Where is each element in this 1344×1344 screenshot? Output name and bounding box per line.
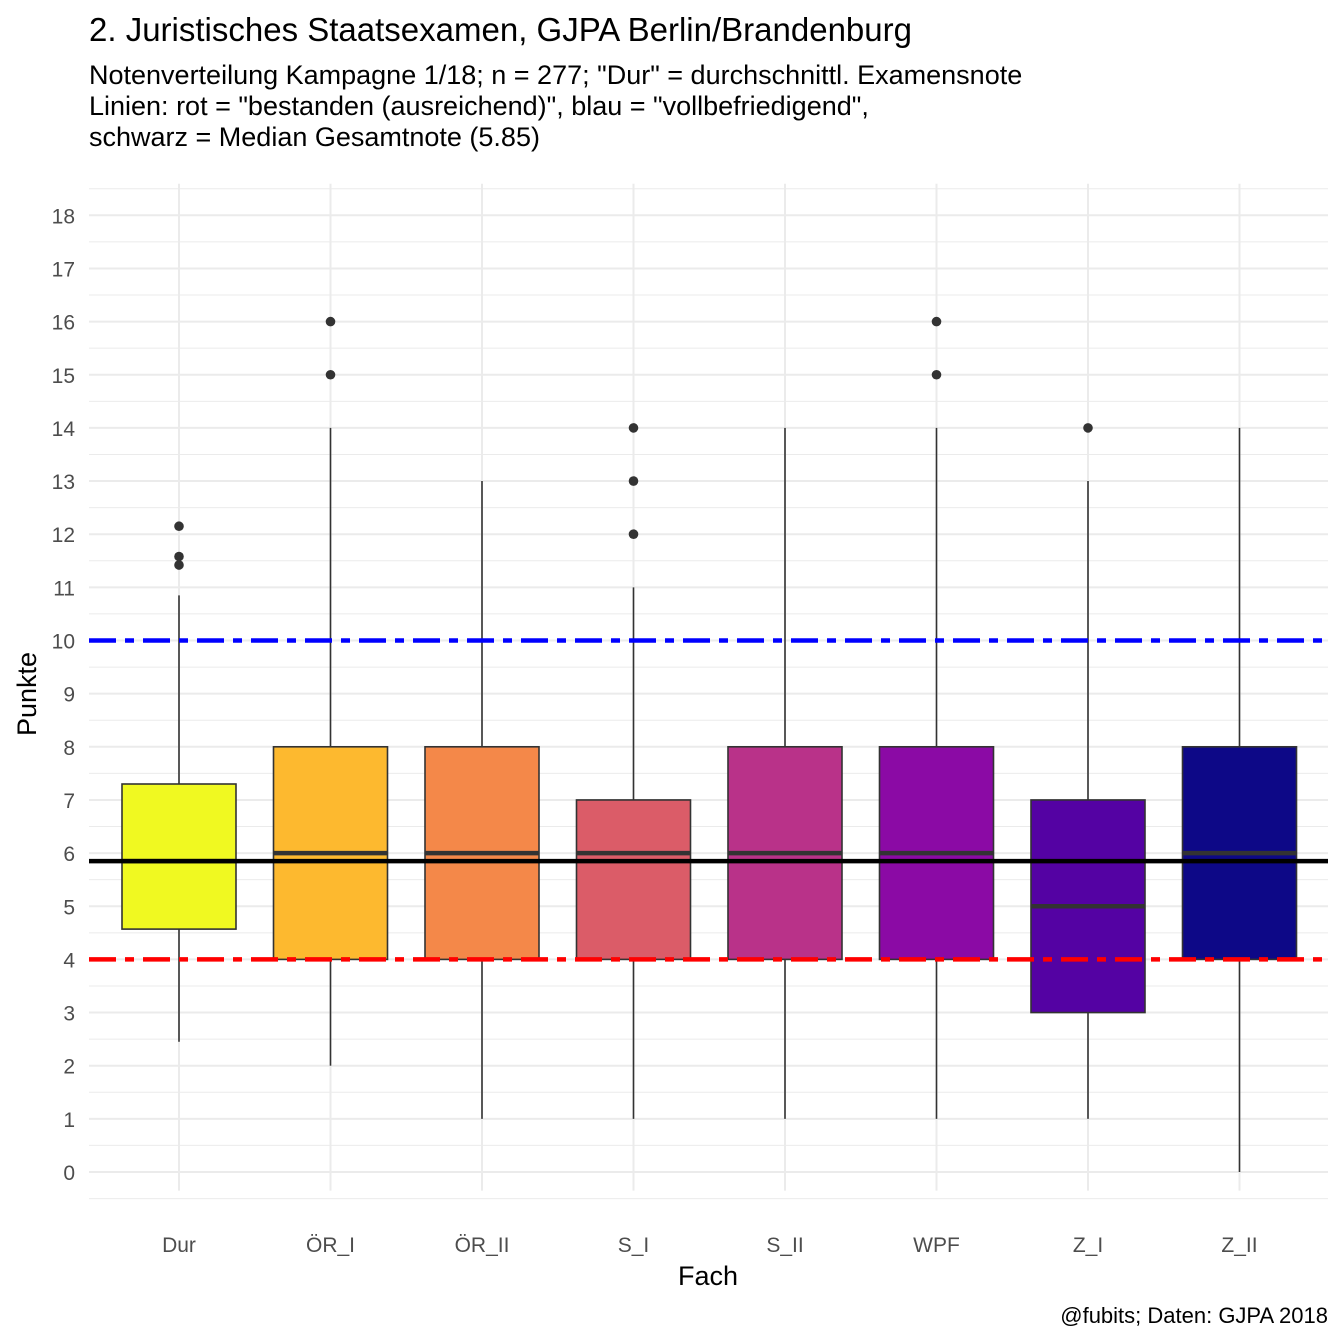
y-tick-label: 10 xyxy=(52,631,75,654)
outlier-point xyxy=(325,316,336,327)
y-tick-label: 11 xyxy=(53,577,75,600)
y-tick-label: 7 xyxy=(63,790,75,813)
y-tick-label: 18 xyxy=(52,205,75,228)
outlier-point xyxy=(174,560,184,570)
outliers xyxy=(174,316,1093,570)
x-tick-label: Z_I xyxy=(1073,1234,1103,1257)
y-tick-label: 9 xyxy=(63,684,75,707)
y-tick-label: 4 xyxy=(63,949,75,972)
boxes xyxy=(121,745,1298,1014)
y-tick-label: 0 xyxy=(63,1162,75,1185)
chart-subtitle-line-1: Notenverteilung Kampagne 1/18; n = 277; … xyxy=(89,60,1023,90)
y-tick-label: 15 xyxy=(52,365,75,388)
y-tick-label: 16 xyxy=(52,312,75,335)
x-tick-label: ÖR_I xyxy=(306,1234,355,1257)
reference-lines xyxy=(89,638,1328,962)
x-tick-label: ÖR_II xyxy=(455,1234,510,1257)
x-tick-label: Dur xyxy=(162,1234,196,1257)
y-tick-label: 3 xyxy=(63,1003,75,1026)
y-tick-label: 13 xyxy=(52,471,75,494)
x-tick-label: WPF xyxy=(913,1234,960,1257)
y-tick-label: 1 xyxy=(63,1109,75,1132)
grid-lines xyxy=(89,183,1328,1200)
x-tick-labels: Dur ÖR_I ÖR_II S_I S_II WPF Z_I Z_II xyxy=(162,1234,1258,1257)
x-tick-label: Z_II xyxy=(1221,1234,1257,1257)
outlier-point xyxy=(1083,423,1093,433)
outlier-point xyxy=(628,529,639,539)
y-axis-title: Punkte xyxy=(12,652,42,736)
outlier-point xyxy=(174,551,184,562)
outlier-point xyxy=(628,423,639,433)
x-axis-title: Fach xyxy=(678,1261,738,1291)
chart-subtitle-line-2: Linien: rot = "bestanden (ausreichend)",… xyxy=(89,91,869,121)
outlier-point xyxy=(628,476,639,486)
x-tick-label: S_II xyxy=(766,1234,803,1257)
chart-subtitle-line-3: schwarz = Median Gesamtnote (5.85) xyxy=(89,122,540,152)
chart-title: 2. Juristisches Staatsexamen, GJPA Berli… xyxy=(89,11,912,48)
outlier-point xyxy=(174,521,184,532)
y-tick-label: 12 xyxy=(52,524,75,547)
y-tick-label: 17 xyxy=(52,258,75,281)
outlier-point xyxy=(325,369,336,380)
y-tick-label: 8 xyxy=(63,737,75,760)
chart-caption: @fubits; Daten: GJPA 2018 xyxy=(1060,1303,1328,1328)
whiskers xyxy=(178,427,1241,1172)
y-tick-label: 5 xyxy=(63,896,75,919)
y-tick-label: 2 xyxy=(63,1056,75,1079)
outlier-point xyxy=(931,369,942,380)
y-tick-label: 14 xyxy=(52,418,76,441)
box xyxy=(575,799,692,961)
x-tick-label: S_I xyxy=(618,1234,650,1257)
y-tick-label: 6 xyxy=(63,843,75,866)
outlier-point xyxy=(931,316,942,327)
box xyxy=(121,783,237,930)
